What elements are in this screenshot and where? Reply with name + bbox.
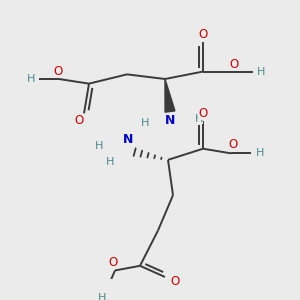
Text: H: H [106,157,114,167]
Text: H: H [257,67,265,76]
Text: O: O [53,65,63,78]
Text: N: N [165,114,175,127]
Polygon shape [165,79,175,112]
Text: N: N [123,133,133,146]
Text: O: O [228,139,238,152]
Text: O: O [74,114,84,127]
Text: O: O [230,58,238,70]
Text: H: H [141,118,149,128]
Text: O: O [108,256,118,268]
Text: O: O [198,107,208,120]
Text: O: O [170,275,180,288]
Text: H: H [95,141,103,151]
Text: H: H [256,148,264,158]
Text: H: H [195,114,203,124]
Text: H: H [27,74,35,84]
Text: O: O [198,28,208,41]
Text: H: H [98,293,106,300]
